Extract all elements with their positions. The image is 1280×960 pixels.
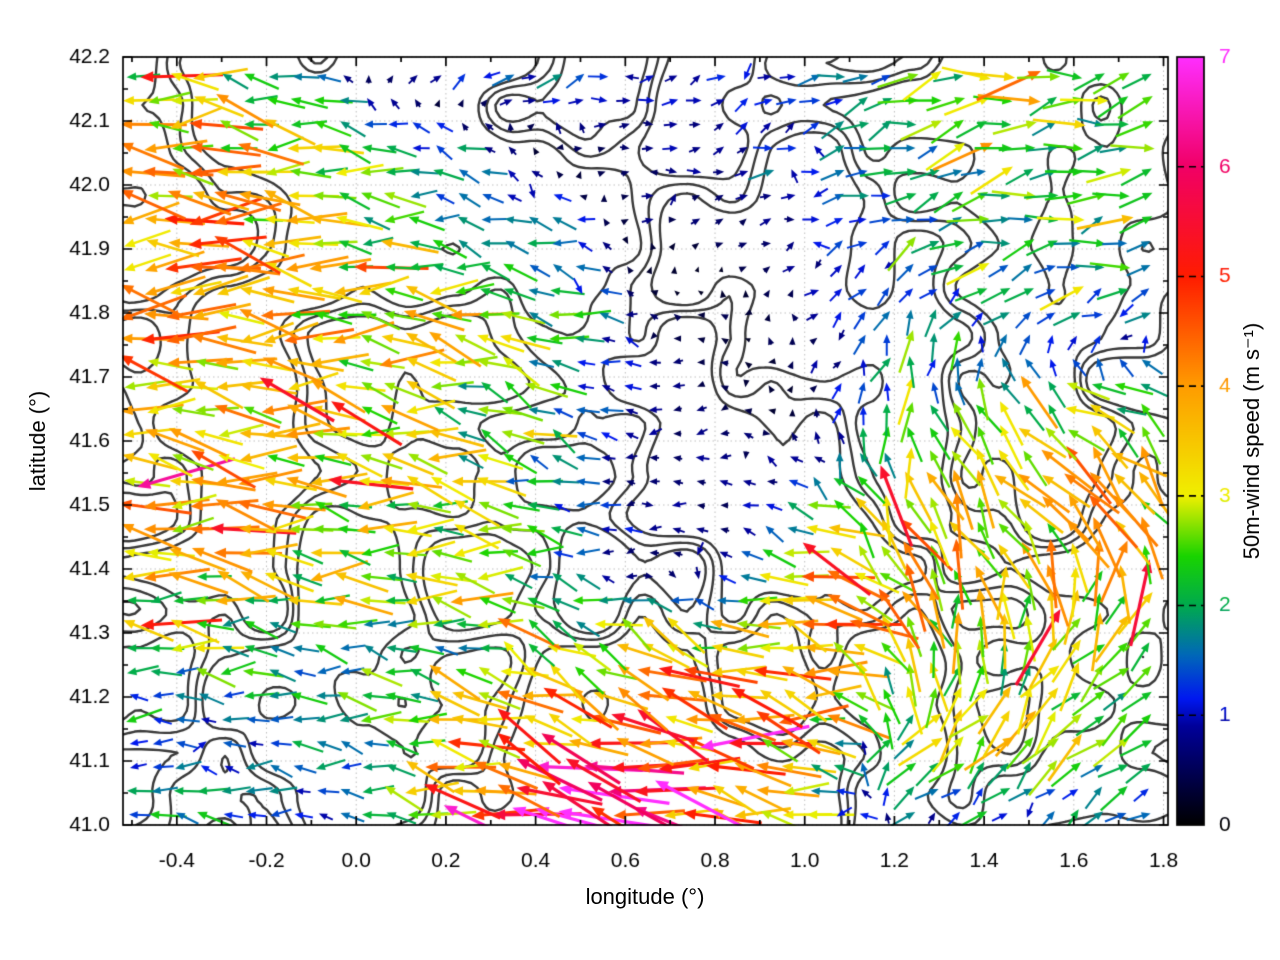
x-axis-title: longitude (°) — [585, 884, 705, 909]
y-axis-title: latitude (°) — [25, 390, 50, 492]
colorbar-title: 50m-wind speed (m s⁻¹) — [1239, 322, 1264, 560]
